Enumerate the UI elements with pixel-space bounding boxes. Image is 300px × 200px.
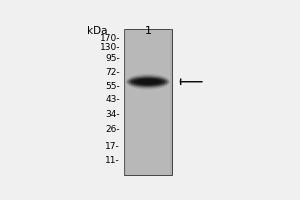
Ellipse shape — [134, 79, 162, 85]
Ellipse shape — [137, 79, 159, 84]
Text: 72-: 72- — [105, 68, 120, 77]
Text: 55-: 55- — [105, 82, 120, 91]
Text: 130-: 130- — [100, 43, 120, 52]
Text: 170-: 170- — [100, 34, 120, 43]
Bar — [169, 29, 172, 175]
Ellipse shape — [131, 78, 165, 86]
Text: 17-: 17- — [105, 142, 120, 151]
Text: kDa: kDa — [87, 26, 107, 36]
Bar — [124, 29, 126, 175]
Text: 95-: 95- — [105, 54, 120, 63]
Ellipse shape — [128, 76, 167, 87]
Ellipse shape — [141, 80, 155, 83]
Text: 34-: 34- — [105, 110, 120, 119]
Bar — [124, 29, 172, 175]
Text: 11-: 11- — [105, 156, 120, 165]
Ellipse shape — [127, 75, 169, 88]
Ellipse shape — [126, 74, 170, 90]
Text: 43-: 43- — [105, 95, 120, 104]
Text: 26-: 26- — [105, 125, 120, 134]
Text: 1: 1 — [144, 26, 152, 36]
